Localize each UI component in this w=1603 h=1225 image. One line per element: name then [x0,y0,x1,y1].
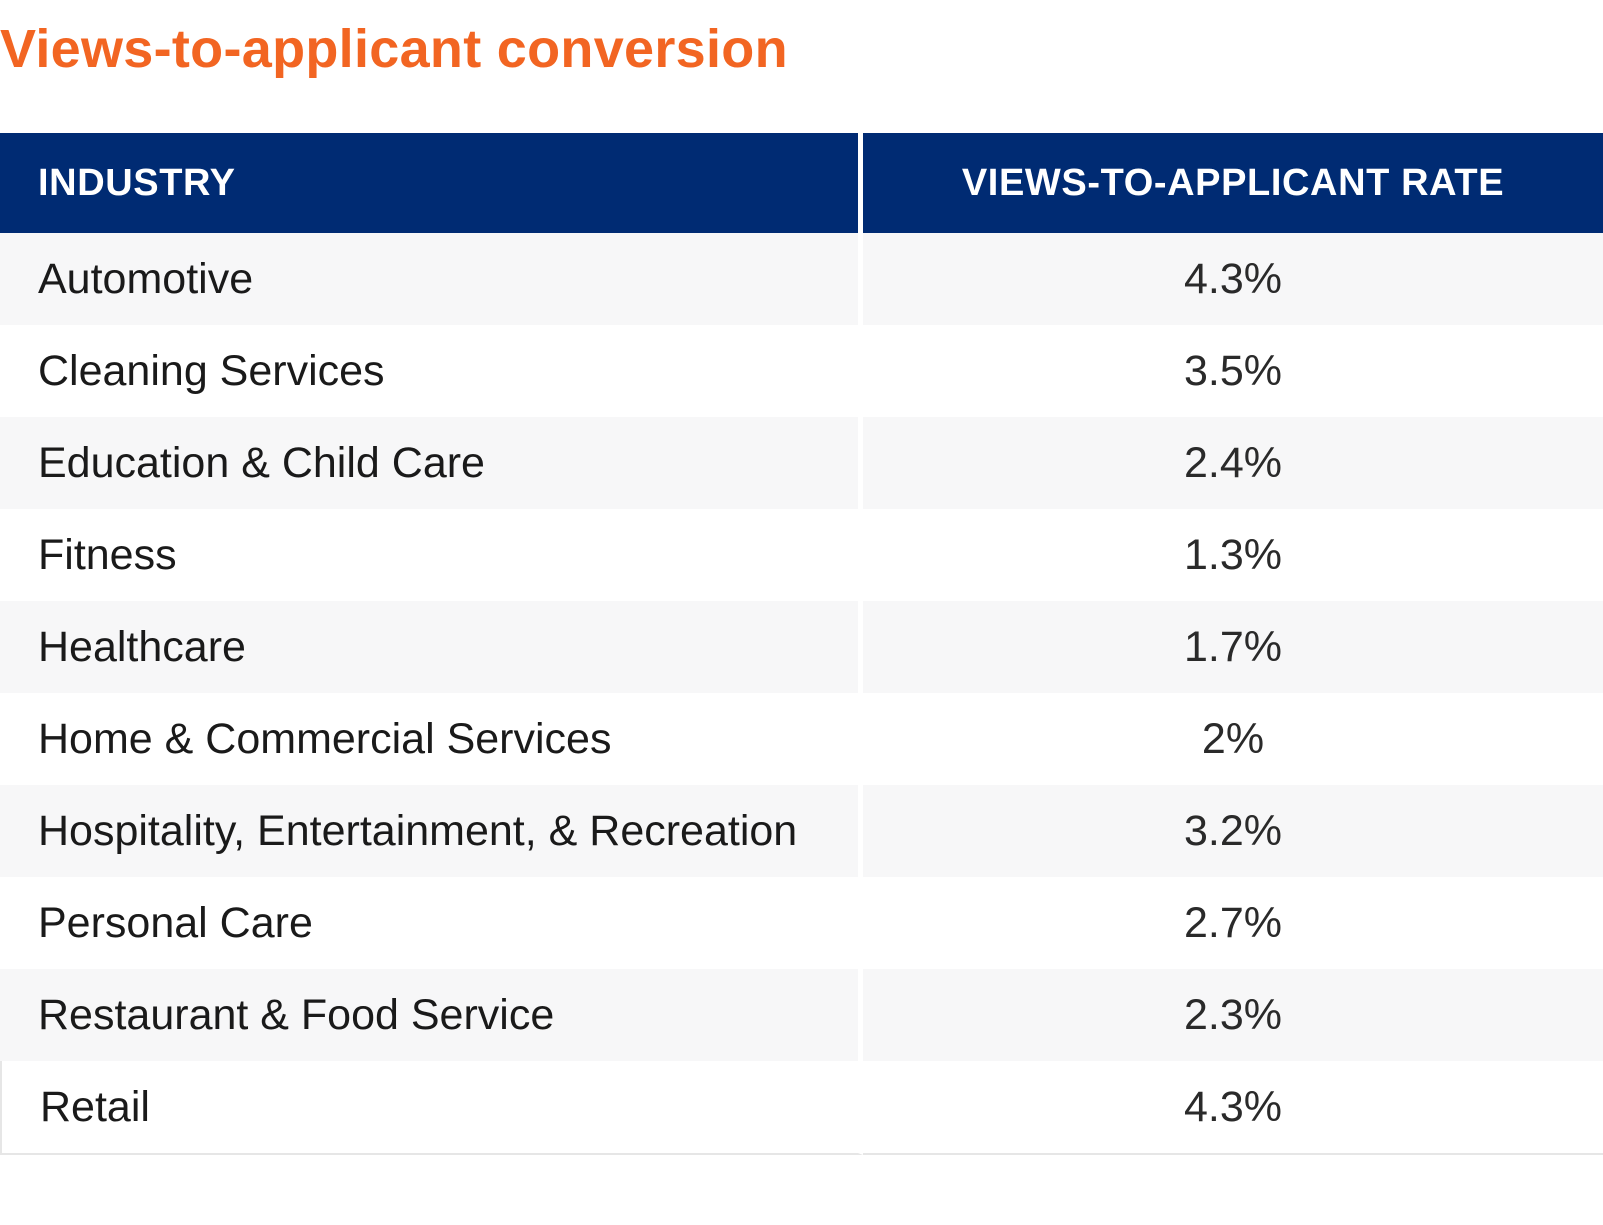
rate-cell: 2.3% [863,969,1603,1061]
rate-cell: 1.3% [863,509,1603,601]
industry-cell: Cleaning Services [0,325,863,417]
table-row: Home & Commercial Services 2% [0,693,1603,785]
conversion-table-container: INDUSTRY VIEWS-TO-APPLICANT RATE Automot… [0,133,1603,1155]
industry-cell: Hospitality, Entertainment, & Recreation [0,785,863,877]
industry-cell: Personal Care [0,877,863,969]
table-row: Healthcare 1.7% [0,601,1603,693]
table-row: Education & Child Care 2.4% [0,417,1603,509]
table-row: Restaurant & Food Service 2.3% [0,969,1603,1061]
column-header-industry: INDUSTRY [0,133,863,233]
industry-cell: Restaurant & Food Service [0,969,863,1061]
table-row: Cleaning Services 3.5% [0,325,1603,417]
table-header: INDUSTRY VIEWS-TO-APPLICANT RATE [0,133,1603,233]
industry-cell: Retail [0,1061,863,1155]
table-row: Personal Care 2.7% [0,877,1603,969]
rate-cell: 1.7% [863,601,1603,693]
rate-cell: 3.2% [863,785,1603,877]
rate-cell: 4.3% [863,233,1603,325]
column-header-rate: VIEWS-TO-APPLICANT RATE [863,133,1603,233]
header-row: INDUSTRY VIEWS-TO-APPLICANT RATE [0,133,1603,233]
industry-cell: Automotive [0,233,863,325]
rate-cell: 4.3% [863,1061,1603,1155]
table-row: Automotive 4.3% [0,233,1603,325]
conversion-table: INDUSTRY VIEWS-TO-APPLICANT RATE Automot… [0,133,1603,1155]
table-row: Fitness 1.3% [0,509,1603,601]
industry-cell: Healthcare [0,601,863,693]
rate-cell: 2.4% [863,417,1603,509]
table-body: Automotive 4.3% Cleaning Services 3.5% Educa… [0,233,1603,1155]
table-row: Retail 4.3% [0,1061,1603,1155]
industry-cell: Fitness [0,509,863,601]
industry-cell: Education & Child Care [0,417,863,509]
table-row: Hospitality, Entertainment, & Recreation… [0,785,1603,877]
rate-cell: 3.5% [863,325,1603,417]
industry-cell: Home & Commercial Services [0,693,863,785]
rate-cell: 2.7% [863,877,1603,969]
chart-title: Views-to-applicant conversion [0,19,788,79]
rate-cell: 2% [863,693,1603,785]
